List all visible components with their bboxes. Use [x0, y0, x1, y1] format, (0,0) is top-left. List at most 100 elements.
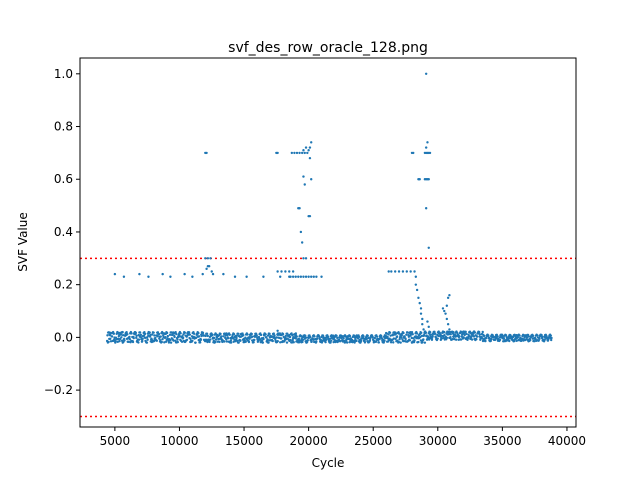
data-point-372 [237, 341, 240, 344]
data-point-857 [408, 339, 412, 342]
data-point-131 [152, 331, 155, 334]
data-point-233 [188, 333, 192, 336]
data-point-1289 [418, 178, 421, 181]
data-point-870 [413, 339, 416, 342]
data-point-1322 [233, 275, 237, 278]
data-point-1304 [204, 257, 207, 260]
data-point-587 [313, 335, 316, 338]
data-point-1316 [161, 272, 164, 276]
data-point-687 [348, 334, 352, 338]
data-point-64 [128, 337, 132, 341]
data-point-1112 [498, 338, 502, 342]
data-point-1063 [481, 330, 484, 334]
data-point-1259 [205, 151, 208, 155]
data-point-649 [335, 334, 338, 337]
data-point-1311 [205, 267, 208, 271]
data-point-865 [411, 333, 414, 336]
data-point-14 [110, 335, 114, 338]
data-point-922 [431, 334, 434, 338]
data-point-199 [176, 340, 179, 344]
data-point-1167 [518, 334, 521, 337]
data-point-1347 [397, 270, 401, 273]
data-point-63 [128, 335, 131, 339]
data-point-1333 [291, 275, 295, 278]
data-point-1318 [183, 272, 186, 276]
data-point-112 [145, 341, 149, 344]
data-point-897 [422, 333, 426, 337]
data-point-93 [138, 331, 142, 334]
data-point-888 [419, 339, 423, 342]
data-point-166 [164, 340, 168, 343]
data-point-1373 [448, 328, 451, 331]
x-axis-label: Cycle [312, 456, 345, 470]
data-point-292 [209, 338, 212, 341]
data-point-508 [285, 341, 289, 344]
data-point-1152 [513, 339, 516, 343]
data-point-1359 [421, 317, 424, 321]
data-point-705 [355, 339, 358, 343]
data-point-414 [252, 341, 255, 344]
data-point-1255 [549, 334, 553, 337]
data-point-854 [407, 335, 411, 338]
data-point-55 [125, 331, 128, 334]
data-point-1310 [211, 272, 215, 276]
data-point-257 [197, 331, 200, 335]
data-point-997 [458, 335, 461, 338]
data-point-73 [131, 340, 135, 344]
plot-area [80, 72, 576, 418]
data-point-214 [181, 336, 185, 340]
data-point-620 [325, 338, 328, 342]
data-point-1320 [201, 272, 204, 276]
x-tick-label-4: 25000 [354, 434, 392, 448]
data-point-456 [267, 341, 270, 344]
data-point-891 [420, 334, 424, 338]
data-point-1327 [284, 270, 287, 273]
data-point-1123 [502, 337, 506, 340]
data-point-1355 [417, 296, 420, 300]
data-point-489 [279, 341, 282, 344]
x-tick-label-1: 10000 [160, 434, 198, 448]
data-point-401 [247, 340, 251, 344]
data-point-90 [137, 338, 141, 341]
data-point-1284 [308, 214, 312, 218]
y-tick-label-1: 0.0 [54, 330, 73, 344]
data-point-1356 [418, 301, 421, 305]
data-point-1353 [414, 283, 418, 286]
data-point-1314 [138, 272, 141, 276]
data-point-1321 [222, 272, 225, 276]
data-point-915 [428, 330, 432, 334]
x-tick-label-0: 5000 [100, 434, 131, 448]
data-point-45 [121, 334, 125, 337]
data-point-632 [329, 341, 332, 344]
data-point-1088 [490, 337, 493, 341]
data-point-1280 [303, 183, 306, 186]
data-point-669 [342, 336, 345, 340]
data-point-366 [235, 336, 238, 340]
data-point-169 [165, 331, 169, 335]
data-point-1305 [206, 257, 210, 260]
y-tick-label-0: −0.2 [44, 383, 73, 397]
data-point-1363 [427, 325, 430, 329]
data-point-988 [454, 338, 458, 341]
data-point-127 [151, 333, 154, 336]
data-point-1365 [441, 307, 445, 310]
data-point-543 [297, 337, 301, 341]
data-point-1315 [147, 275, 150, 278]
data-point-458 [268, 339, 271, 342]
data-point-423 [255, 334, 258, 337]
data-point-303 [212, 336, 216, 340]
data-point-881 [417, 340, 420, 344]
data-point-211 [180, 340, 184, 343]
data-point-245 [192, 332, 196, 335]
data-point-1366 [443, 309, 446, 313]
data-point-549 [299, 334, 303, 338]
data-point-1270 [304, 146, 308, 149]
data-point-11 [109, 340, 113, 343]
data-point-397 [246, 333, 249, 336]
data-point-1368 [445, 304, 449, 307]
data-point-418 [253, 335, 257, 338]
data-point-1338 [304, 275, 308, 278]
data-point-579 [310, 340, 313, 343]
data-point-594 [315, 337, 319, 340]
